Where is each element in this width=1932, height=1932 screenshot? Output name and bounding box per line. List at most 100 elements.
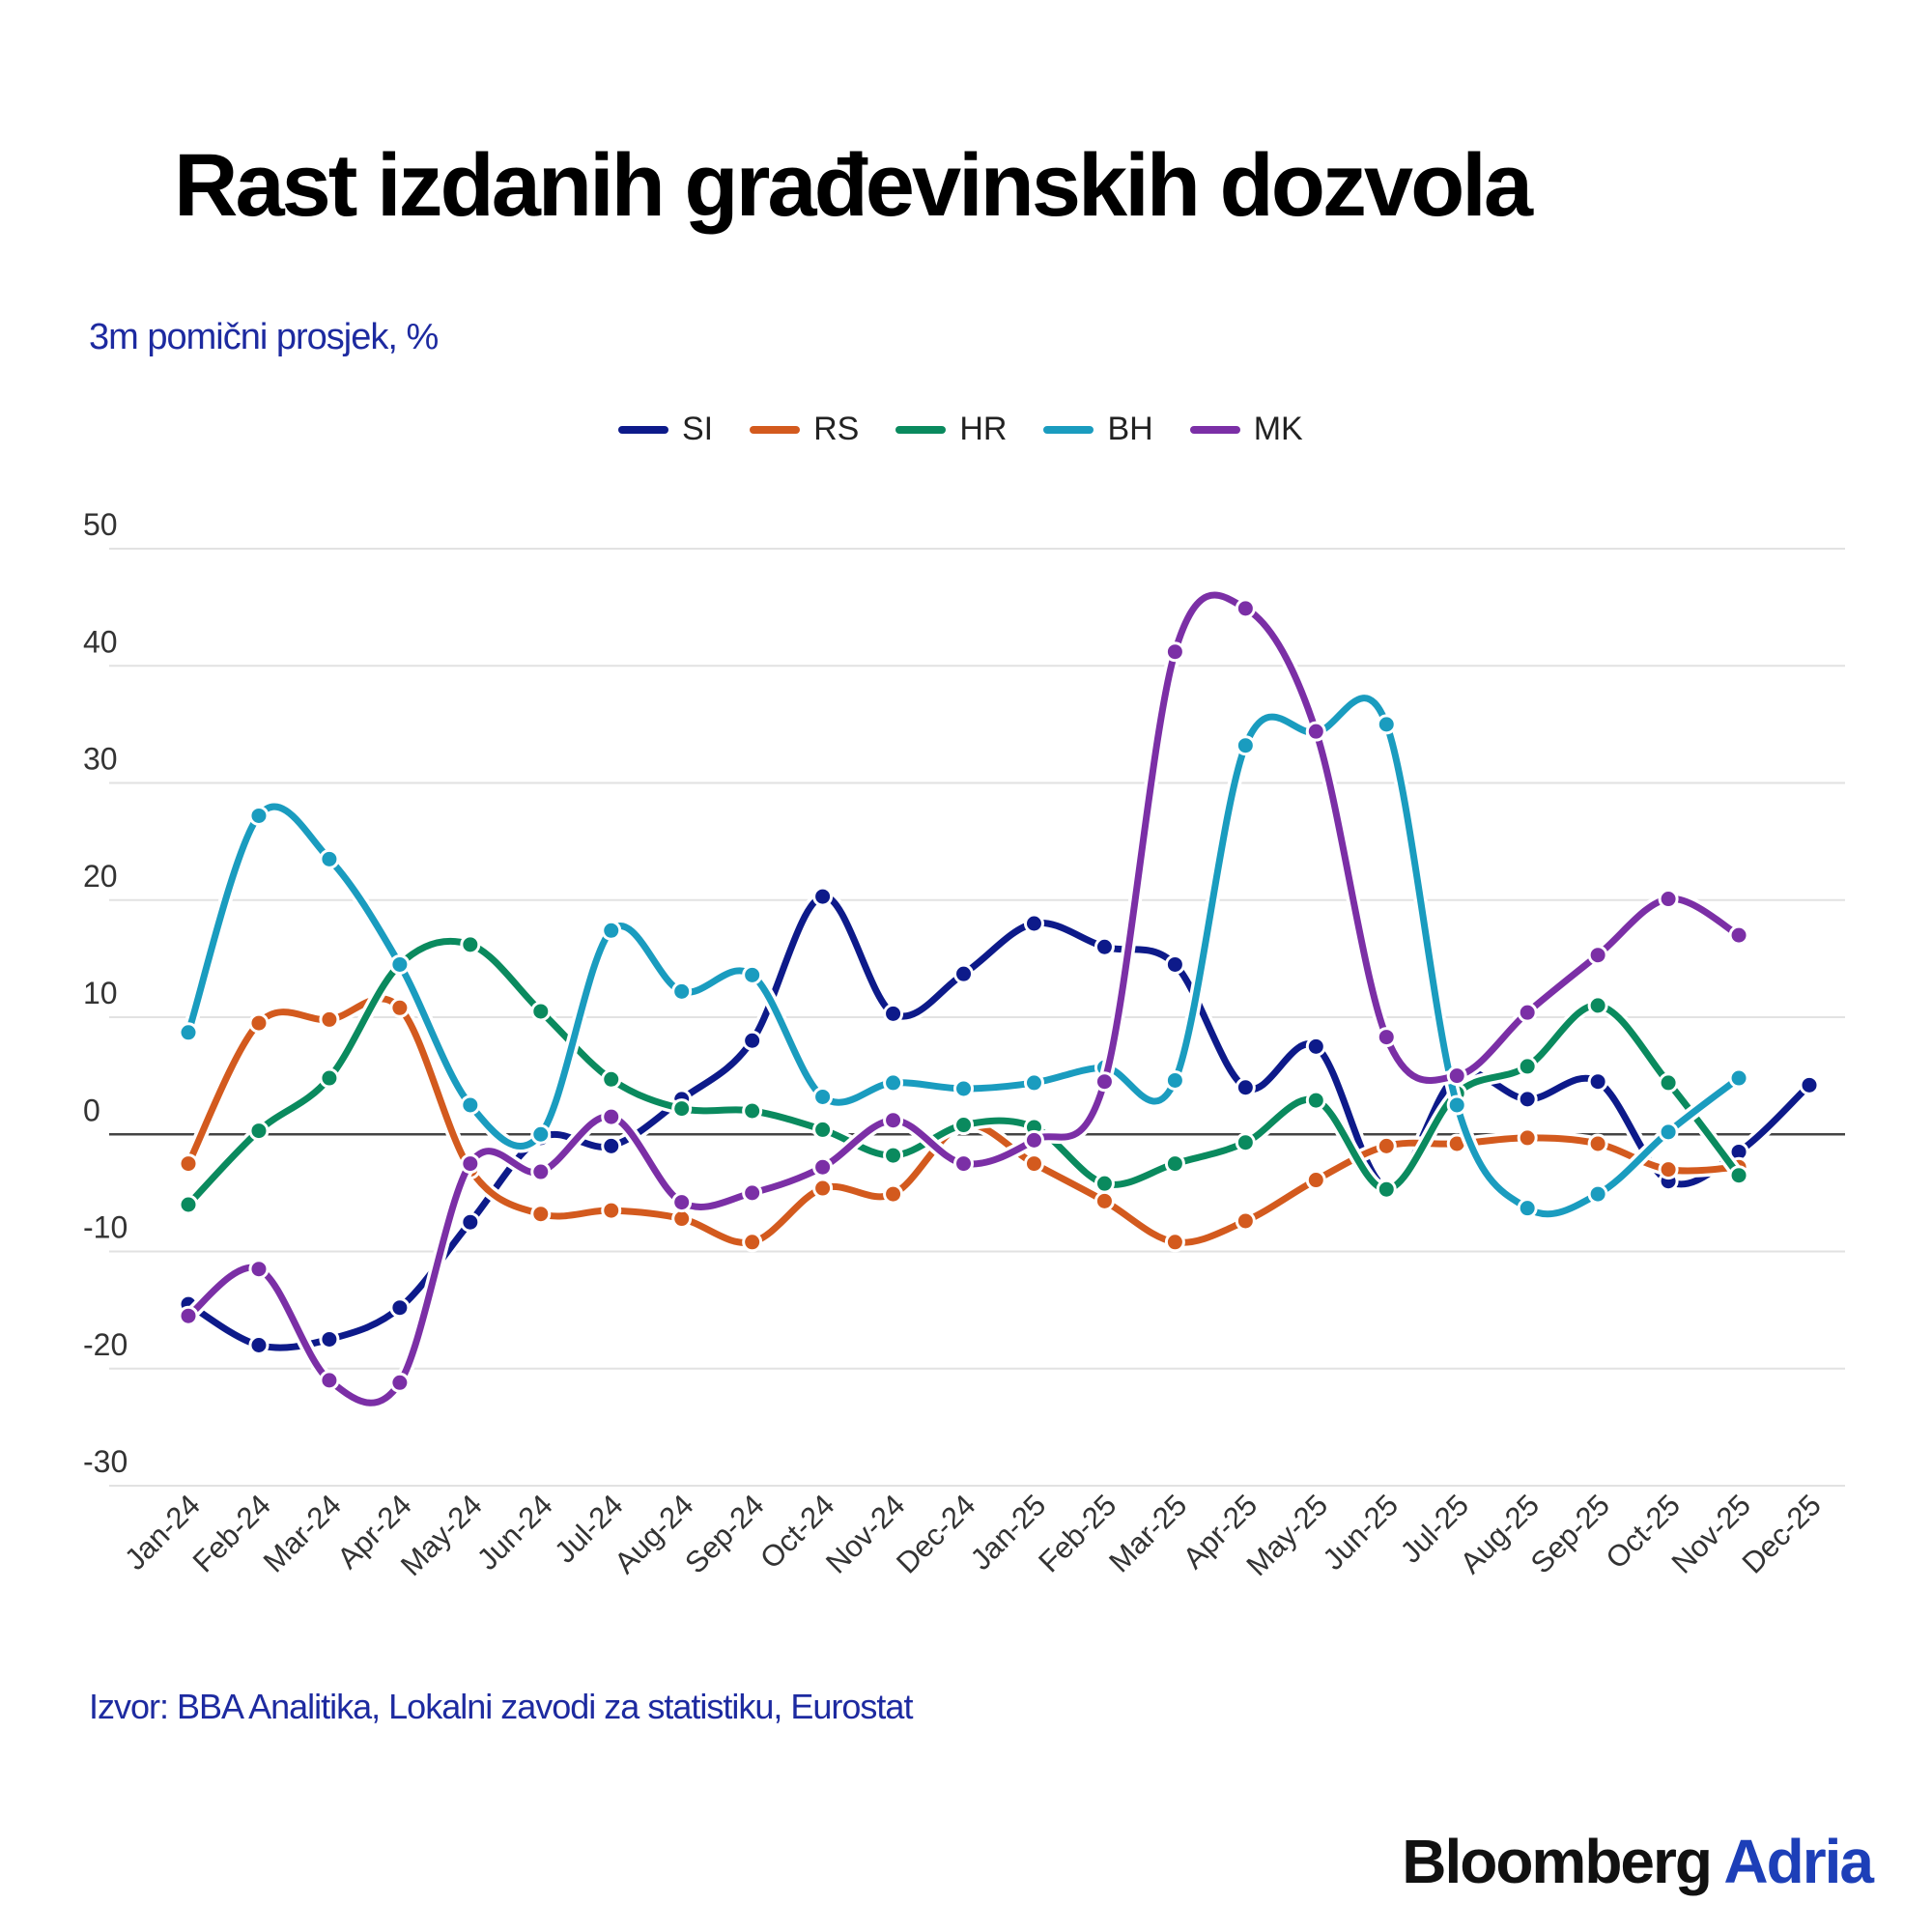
data-point-rs (1023, 1153, 1044, 1175)
data-point-hr (883, 1145, 904, 1166)
y-tick-label: -10 (83, 1210, 128, 1245)
data-point-mk (1023, 1129, 1044, 1151)
data-point-mk (742, 1182, 763, 1204)
data-point-rs (1305, 1170, 1326, 1191)
data-point-hr (319, 1067, 340, 1089)
x-tick-label: Nov-24 (819, 1488, 911, 1579)
data-point-bh (178, 1022, 199, 1043)
data-point-bh (1376, 714, 1397, 735)
data-point-rs (601, 1200, 622, 1221)
data-point-mk (1235, 598, 1256, 619)
data-point-hr (1376, 1179, 1397, 1200)
data-point-mk (883, 1110, 904, 1131)
data-point-mk (1658, 889, 1679, 910)
x-tick-label: Dec-24 (890, 1488, 981, 1579)
data-point-hr (1658, 1072, 1679, 1094)
legend-swatch-bh (1043, 425, 1094, 434)
source-note: Izvor: BBA Analitika, Lokalni zavodi za … (89, 1687, 913, 1726)
data-point-mk (601, 1106, 622, 1127)
data-point-mk (1728, 924, 1749, 946)
data-point-si (248, 1335, 270, 1355)
data-point-rs (248, 1012, 270, 1034)
data-point-mk (1517, 1002, 1538, 1023)
data-point-si (1023, 913, 1044, 934)
data-point-si (319, 1328, 340, 1350)
data-point-rs (1094, 1190, 1115, 1211)
data-point-mk (1587, 945, 1608, 966)
data-point-hr (1305, 1090, 1326, 1111)
data-point-rs (812, 1178, 834, 1199)
data-point-bh (742, 964, 763, 985)
y-tick-label: 20 (83, 859, 118, 894)
data-point-si (1587, 1071, 1608, 1093)
data-point-mk (178, 1305, 199, 1326)
data-point-mk (1094, 1071, 1115, 1093)
logo-bloomberg: Bloomberg (1402, 1827, 1713, 1896)
data-point-hr (671, 1098, 693, 1120)
y-tick-label: 40 (83, 624, 118, 659)
data-point-hr (1164, 1153, 1185, 1175)
data-point-hr (953, 1115, 975, 1136)
data-point-rs (742, 1232, 763, 1253)
chart-subtitle: 3m pomični prosjek, % (89, 317, 439, 357)
data-point-mk (1376, 1027, 1397, 1048)
data-point-si (1235, 1077, 1256, 1098)
x-tick-label: Feb-25 (1032, 1488, 1122, 1578)
data-point-bh (1446, 1094, 1467, 1116)
data-point-si (883, 1003, 904, 1024)
data-point-bh (319, 848, 340, 869)
data-point-si (953, 963, 975, 984)
legend-item-si: SI (618, 411, 713, 448)
x-tick-label: Jun-25 (1316, 1488, 1405, 1577)
legend-label-hr: HR (959, 411, 1008, 447)
data-point-si (1094, 936, 1115, 957)
x-tick-label: Sep-24 (678, 1488, 770, 1579)
x-tick-label: Mar-24 (257, 1488, 348, 1578)
data-point-rs (530, 1204, 552, 1225)
x-tick-label: Feb-24 (186, 1488, 277, 1578)
data-point-bh (812, 1086, 834, 1107)
x-tick-label: Nov-25 (1665, 1488, 1757, 1579)
data-point-rs (1658, 1159, 1679, 1180)
y-tick-label: 50 (83, 507, 118, 542)
chart-title: Rast izdanih građevinskih dozvola (174, 136, 1533, 235)
data-point-bh (1587, 1183, 1608, 1205)
y-tick-label: 0 (83, 1093, 100, 1127)
y-tick-label: -30 (83, 1444, 128, 1479)
data-point-mk (812, 1156, 834, 1178)
legend-item-rs: RS (750, 411, 859, 448)
data-point-bh (460, 1094, 481, 1116)
data-point-mk (1446, 1065, 1467, 1087)
data-point-bh (1517, 1198, 1538, 1219)
data-point-bh (1728, 1067, 1749, 1089)
data-point-hr (1235, 1132, 1256, 1153)
x-tick-label: Dec-25 (1736, 1488, 1828, 1579)
data-point-bh (671, 980, 693, 1002)
data-point-bh (248, 805, 270, 826)
legend-swatch-mk (1189, 425, 1240, 434)
legend-label-bh: BH (1107, 411, 1153, 447)
data-point-mk (460, 1153, 481, 1175)
data-point-si (812, 886, 834, 907)
data-point-mk (319, 1370, 340, 1391)
logo-adria: Adria (1723, 1827, 1874, 1896)
data-point-si (742, 1030, 763, 1051)
data-point-bh (953, 1078, 975, 1099)
x-tick-label: Aug-24 (608, 1488, 699, 1579)
series-line-mk (185, 591, 1743, 1406)
data-point-hr (1587, 995, 1608, 1016)
data-point-bh (601, 920, 622, 941)
legend-item-hr: HR (895, 411, 1007, 448)
data-point-hr (1728, 1165, 1749, 1186)
data-point-si (1305, 1036, 1326, 1057)
data-point-si (460, 1211, 481, 1233)
data-point-hr (742, 1100, 763, 1122)
data-point-rs (1587, 1133, 1608, 1154)
legend-label-rs: RS (813, 411, 860, 447)
data-point-mk (248, 1259, 270, 1280)
data-point-mk (1164, 641, 1185, 663)
legend-swatch-si (618, 425, 668, 434)
data-point-mk (389, 1372, 411, 1393)
data-point-si (389, 1297, 411, 1319)
